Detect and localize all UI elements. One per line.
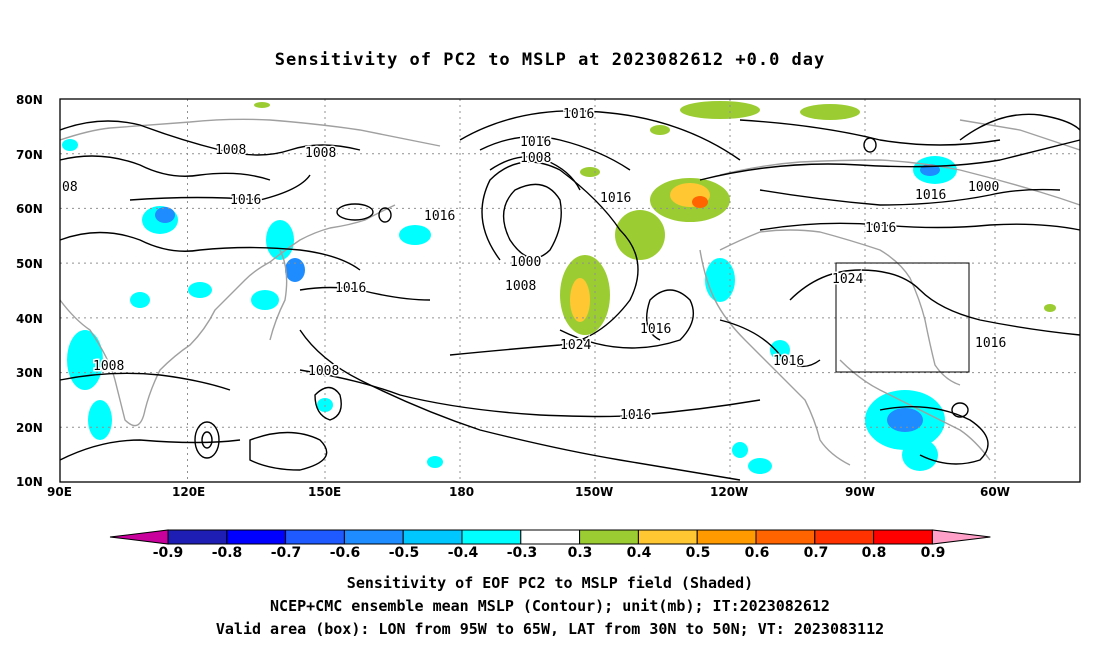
- negative-sensitivity-shading: [62, 139, 957, 474]
- contour-label: 1008: [505, 279, 536, 294]
- colorbar-right-arrow: [931, 529, 991, 545]
- lon-label: 150W: [575, 485, 613, 499]
- colorbar-tick: -0.5: [389, 545, 420, 561]
- lon-label: 150E: [308, 485, 341, 499]
- colorbar-swatch: [285, 529, 345, 545]
- colorbar-swatch: [755, 529, 816, 545]
- valid-area-box: [835, 262, 970, 373]
- colorbar-swatch: [167, 529, 228, 545]
- lat-label: 10N: [16, 475, 43, 489]
- colorbar-left-arrow: [109, 529, 169, 545]
- contour-label: 1008: [215, 143, 246, 158]
- latitude-labels: 80N 70N 60N 50N 40N 30N 20N 10N: [16, 93, 43, 489]
- colorbar-tick: -0.9: [153, 545, 184, 561]
- contour-label: 1024: [560, 338, 591, 353]
- colorbar-swatch: [696, 529, 757, 545]
- contour-label: 1008: [93, 359, 124, 374]
- contour-label: 1000: [968, 180, 999, 195]
- contour-label: 1016: [520, 135, 551, 150]
- caption-shading: Sensitivity of EOF PC2 to MSLP field (Sh…: [346, 574, 754, 592]
- contour-label: 1016: [335, 281, 366, 296]
- contour-label: 1016: [773, 354, 804, 369]
- colorbar: [109, 529, 991, 545]
- colorbar-tick: -0.7: [271, 545, 302, 561]
- contour-label: 1016: [915, 188, 946, 203]
- contour-label: 1008: [520, 151, 551, 166]
- lat-label: 30N: [16, 366, 43, 380]
- colorbar-swatch: [520, 529, 581, 545]
- colorbar-swatch: [579, 529, 639, 545]
- lon-label: 90W: [845, 485, 875, 499]
- colorbar-swatch: [343, 529, 404, 545]
- map-frame: [59, 98, 1081, 483]
- caption-contour: NCEP+CMC ensemble mean MSLP (Contour); u…: [270, 597, 830, 615]
- colorbar-tick: -0.8: [212, 545, 243, 561]
- colorbar-tick: -0.3: [507, 545, 538, 561]
- contour-label: 1016: [600, 191, 631, 206]
- contour-label: 1016: [230, 193, 261, 208]
- lat-label: 70N: [16, 148, 43, 162]
- contour-label: 1000: [510, 255, 541, 270]
- contour-label: 1008: [305, 146, 336, 161]
- contour-label-group: 1016 1016 1008 1008 1008 08 1016 1016 10…: [61, 106, 1008, 425]
- colorbar-swatch: [814, 529, 875, 545]
- colorbar-tick: 0.8: [862, 545, 887, 561]
- contour-label: 08: [62, 180, 78, 195]
- colorbar-swatch: [402, 529, 463, 545]
- colorbar-tick: 0.6: [745, 545, 770, 561]
- colorbar-tick: 0.5: [686, 545, 711, 561]
- colorbar-tick-labels: -0.9 -0.8 -0.7 -0.6 -0.5 -0.4 -0.3 0.3 0…: [153, 545, 946, 561]
- lat-label: 40N: [16, 312, 43, 326]
- lon-label: 180: [449, 485, 474, 499]
- colorbar-tick: -0.4: [448, 545, 479, 561]
- contour-label: 1016: [865, 221, 896, 236]
- colorbar-tick: 0.4: [627, 545, 652, 561]
- positive-sensitivity-shading: [254, 101, 1056, 335]
- contour-label: 1016: [975, 336, 1006, 351]
- lat-label: 80N: [16, 93, 43, 107]
- lon-label: 120W: [710, 485, 748, 499]
- colorbar-swatch: [226, 529, 287, 545]
- lon-label: 60W: [980, 485, 1010, 499]
- colorbar-tick: 0.7: [804, 545, 829, 561]
- contour-label: 1016: [563, 107, 594, 122]
- lat-label: 60N: [16, 202, 43, 216]
- lat-label: 50N: [16, 257, 43, 271]
- longitude-labels: 90E 120E 150E 180 150W 120W 90W 60W: [47, 485, 1010, 499]
- mslp-contours: [59, 110, 1081, 481]
- lon-label: 120E: [172, 485, 205, 499]
- contour-label: 1016: [424, 209, 455, 224]
- colorbar-swatch: [873, 529, 933, 545]
- chart-title: Sensitivity of PC2 to MSLP at 2023082612…: [274, 50, 826, 70]
- lon-label: 90E: [47, 485, 72, 499]
- contour-label: 1024: [832, 272, 863, 287]
- colorbar-tick: 0.3: [568, 545, 593, 561]
- lat-label: 20N: [16, 421, 43, 435]
- colorbar-swatch: [461, 529, 522, 545]
- contour-label: 1016: [640, 322, 671, 337]
- contour-label: 1008: [308, 364, 339, 379]
- colorbar-tick: -0.6: [330, 545, 361, 561]
- colorbar-tick: 0.9: [921, 545, 946, 561]
- caption-valid-area: Valid area (box): LON from 95W to 65W, L…: [215, 620, 885, 638]
- colorbar-swatch: [637, 529, 698, 545]
- contour-label: 1016: [620, 408, 651, 423]
